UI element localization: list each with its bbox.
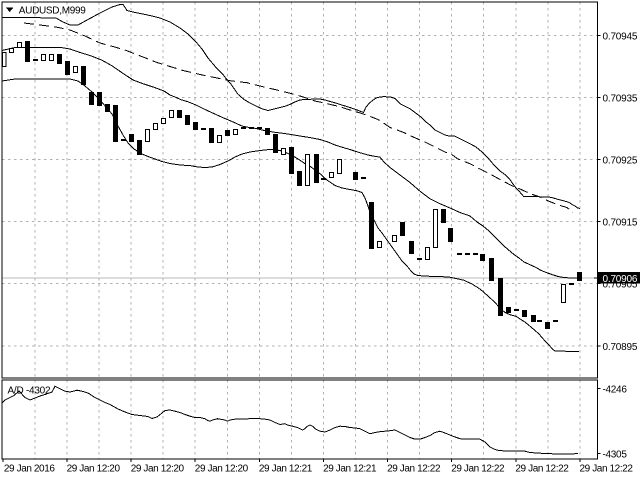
svg-text:-4246: -4246 bbox=[603, 384, 628, 395]
svg-text:29 Jan 12:20: 29 Jan 12:20 bbox=[195, 464, 249, 475]
svg-text:29 Jan 12:22: 29 Jan 12:22 bbox=[387, 464, 441, 475]
svg-text:0.70925: 0.70925 bbox=[603, 156, 638, 167]
svg-text:0.70915: 0.70915 bbox=[603, 218, 638, 229]
svg-text:0.70906: 0.70906 bbox=[603, 274, 638, 285]
svg-text:AUDUSD,M999: AUDUSD,M999 bbox=[19, 6, 86, 17]
svg-text:0.70945: 0.70945 bbox=[603, 31, 638, 42]
svg-text:0.70895: 0.70895 bbox=[603, 342, 638, 353]
svg-text:29 Jan 12:20: 29 Jan 12:20 bbox=[67, 464, 121, 475]
svg-text:-4305: -4305 bbox=[603, 449, 628, 460]
svg-text:29 Jan 12:21: 29 Jan 12:21 bbox=[259, 464, 313, 475]
svg-text:29 Jan 12:20: 29 Jan 12:20 bbox=[131, 464, 185, 475]
svg-text:29 Jan 12:22: 29 Jan 12:22 bbox=[515, 464, 569, 475]
svg-text:A/D -4302: A/D -4302 bbox=[8, 386, 51, 397]
svg-text:29 Jan 12:22: 29 Jan 12:22 bbox=[580, 464, 634, 475]
svg-text:29 Jan 12:22: 29 Jan 12:22 bbox=[451, 464, 505, 475]
svg-text:0.70905: 0.70905 bbox=[603, 280, 638, 291]
svg-text:29 Jan 12:21: 29 Jan 12:21 bbox=[323, 464, 377, 475]
svg-text:29 Jan 2016: 29 Jan 2016 bbox=[4, 464, 55, 475]
svg-text:0.70935: 0.70935 bbox=[603, 93, 638, 104]
